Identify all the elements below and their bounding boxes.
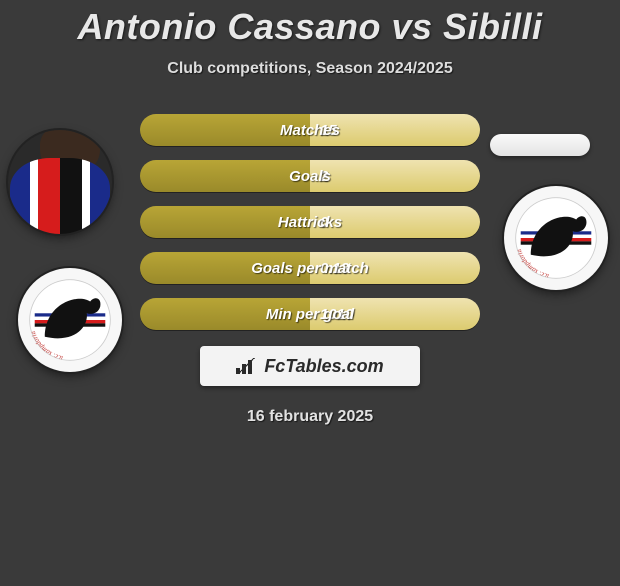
stat-bar: 0: [140, 206, 480, 238]
stat-value-left: [140, 160, 310, 192]
stat-value-right: 0: [310, 206, 480, 238]
stat-bar: 15: [140, 114, 480, 146]
stat-row: 2Goals: [0, 160, 620, 192]
stat-value-left: [140, 252, 310, 284]
stat-bar: 1010: [140, 298, 480, 330]
stat-bar: 0.13: [140, 252, 480, 284]
page-title: Antonio Cassano vs Sibilli: [0, 6, 620, 48]
stat-value-left: [140, 114, 310, 146]
stat-row: 15Matches: [0, 114, 620, 146]
site-badge: FcTables.com: [200, 346, 420, 386]
stat-value-left: [140, 298, 310, 330]
stat-value-right: 15: [310, 114, 480, 146]
stat-row: 0.13Goals per match: [0, 252, 620, 284]
stat-value-right: 0.13: [310, 252, 480, 284]
player-right-name: Sibilli: [443, 6, 543, 47]
stat-value-left: [140, 206, 310, 238]
stat-value-right: 1010: [310, 298, 480, 330]
stat-value-right: 2: [310, 160, 480, 192]
stat-row: 1010Min per goal: [0, 298, 620, 330]
stat-row: 0Hattricks: [0, 206, 620, 238]
player-left-name: Antonio Cassano: [77, 6, 381, 47]
title-vs: vs: [391, 6, 432, 47]
chart-icon: [236, 358, 258, 374]
site-label: FcTables.com: [264, 356, 383, 377]
date-text: 16 february 2025: [0, 408, 620, 426]
stat-bar: 2: [140, 160, 480, 192]
subtitle: Club competitions, Season 2024/2025: [0, 60, 620, 78]
